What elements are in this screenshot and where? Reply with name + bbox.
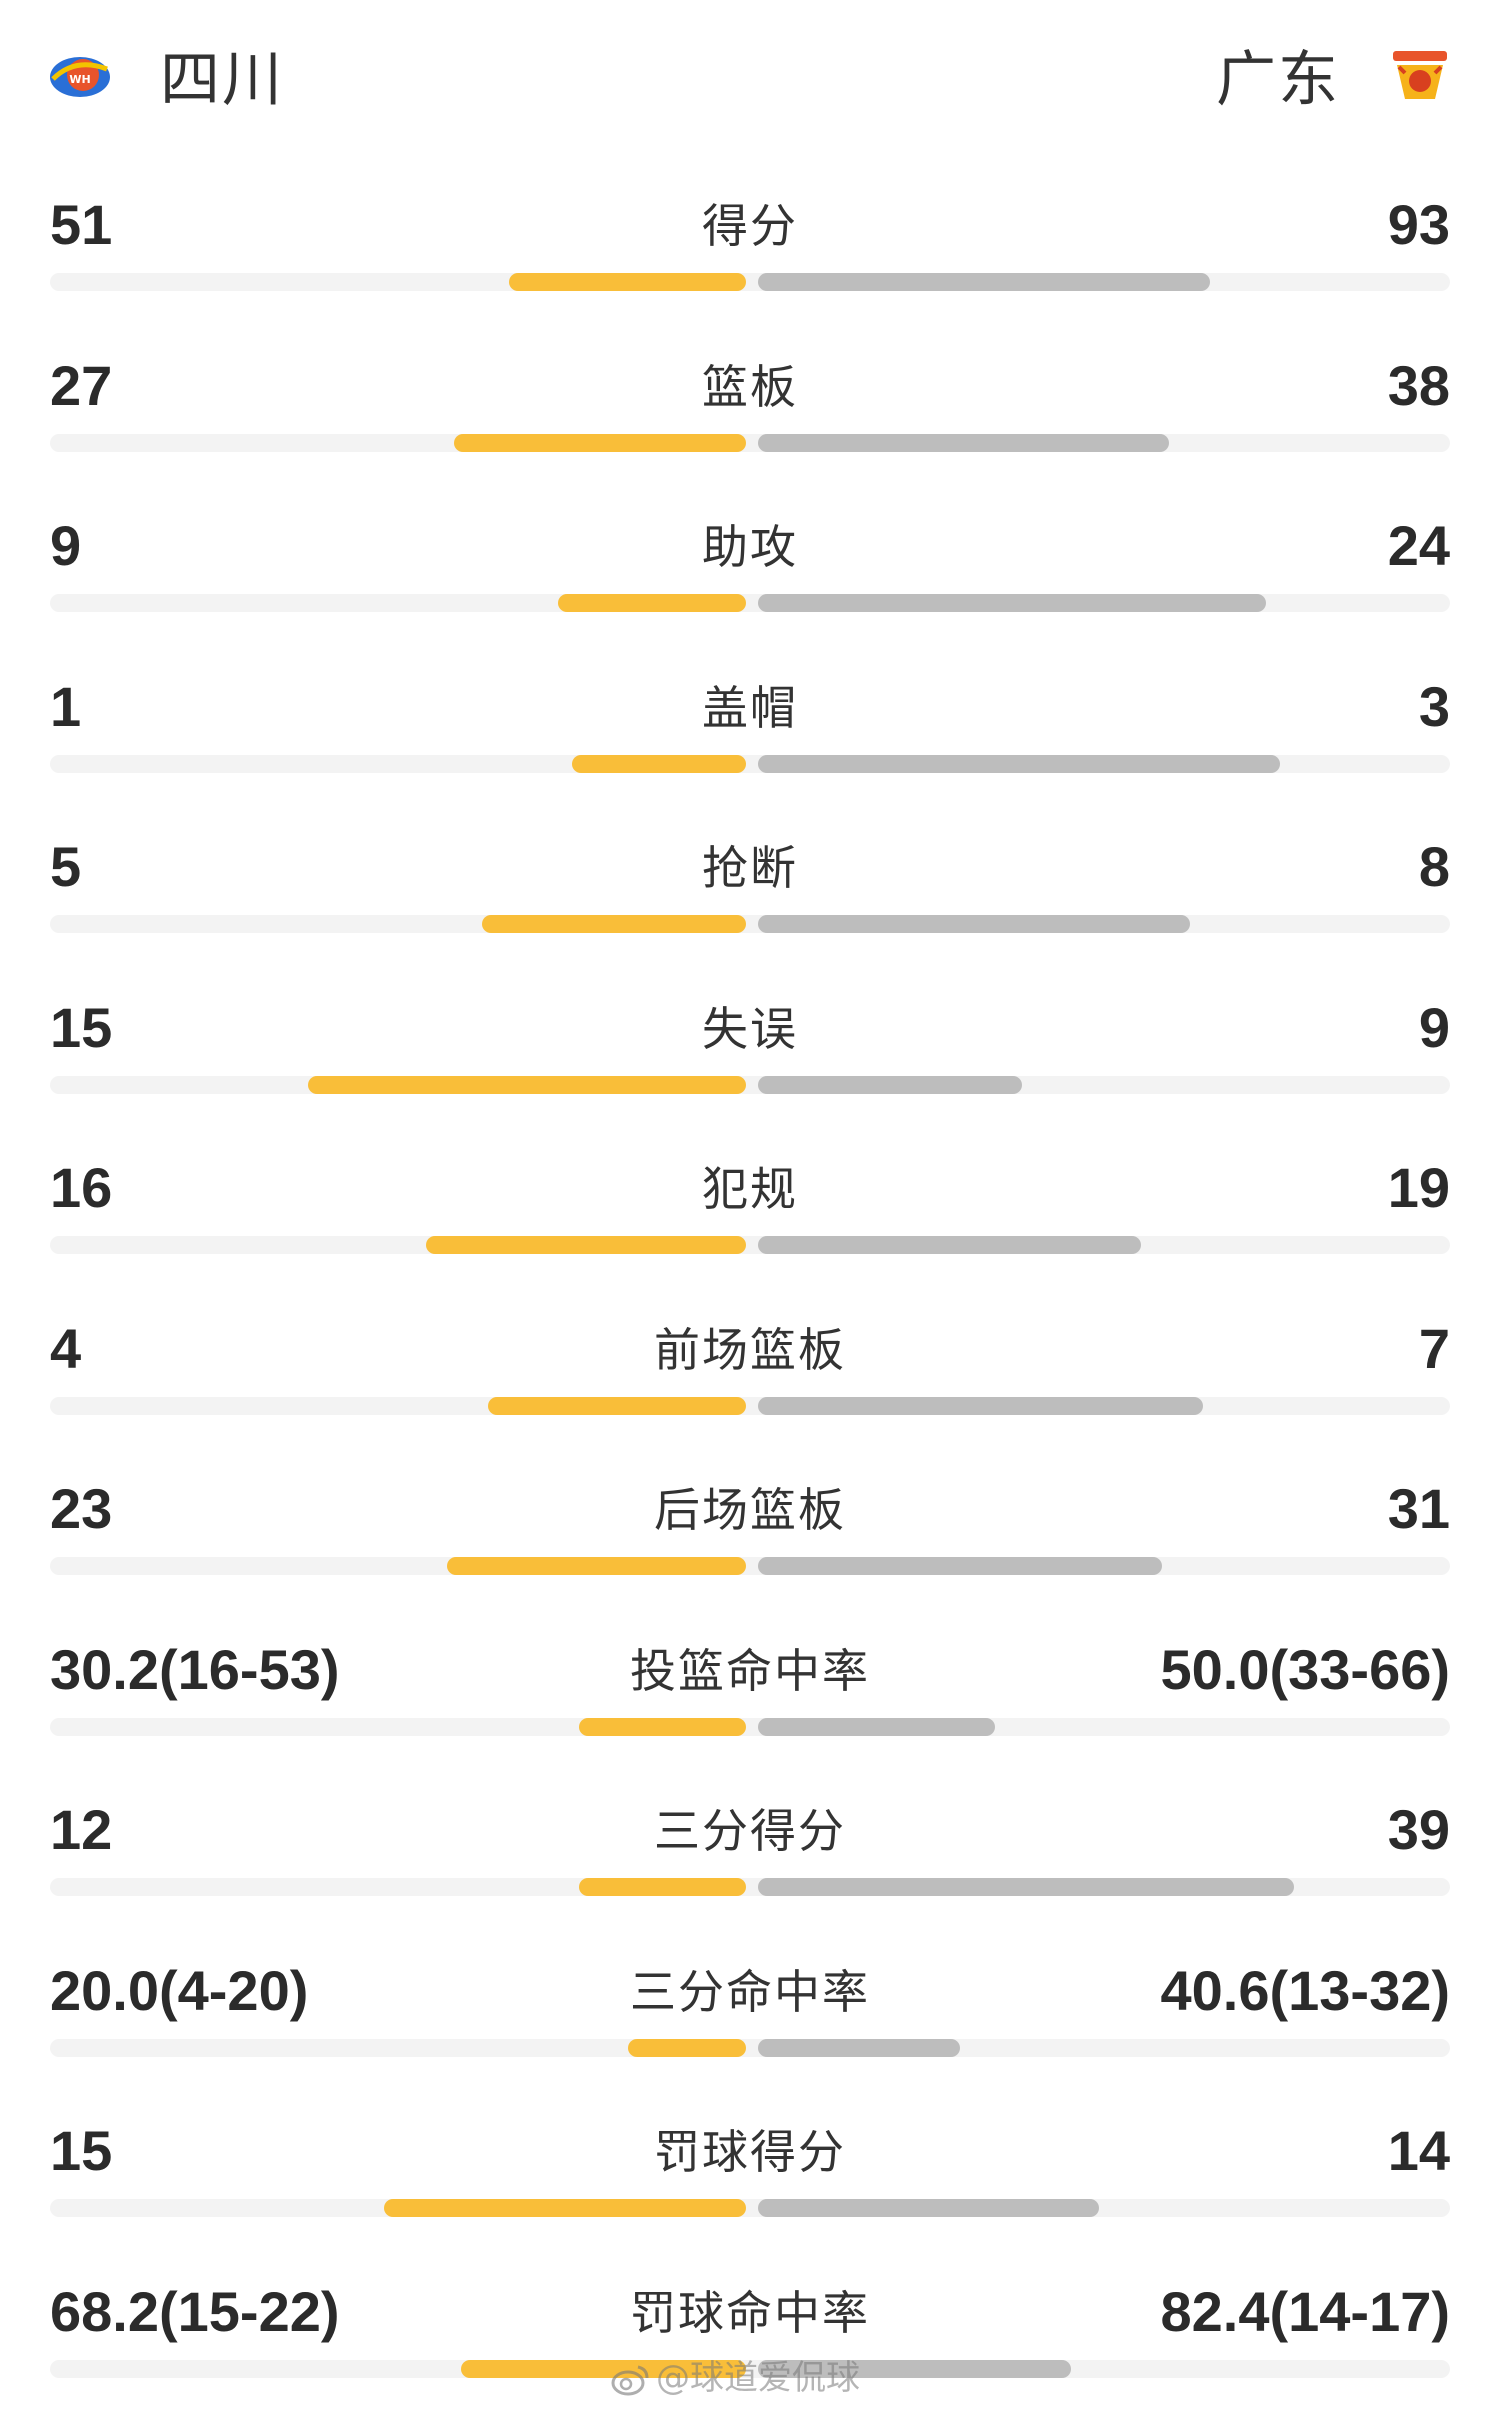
home-bar — [426, 1236, 746, 1254]
bar-track — [50, 2039, 1450, 2057]
home-bar — [579, 1718, 746, 1736]
stat-label: 篮板 — [0, 355, 1500, 419]
bar-track — [50, 273, 1450, 291]
sichuan-logo: WH — [45, 45, 115, 105]
watermark-text: @球道爱侃球 — [656, 2358, 860, 2398]
home-team-name: 四川 — [160, 40, 284, 120]
away-bar — [758, 1557, 1162, 1575]
away-value: 82.4(14-17) — [1160, 2277, 1450, 2347]
home-bar — [447, 1557, 746, 1575]
away-value: 8 — [1419, 832, 1450, 902]
away-bar — [758, 594, 1266, 612]
stat-label: 后场篮板 — [0, 1478, 1500, 1542]
stat-label: 得分 — [0, 194, 1500, 258]
home-bar — [509, 273, 746, 291]
away-bar — [758, 1076, 1022, 1094]
away-bar — [758, 2039, 960, 2057]
away-value: 93 — [1388, 190, 1450, 260]
home-bar — [454, 434, 746, 452]
bar-track — [50, 1076, 1450, 1094]
bar-track — [50, 1718, 1450, 1736]
away-bar — [758, 273, 1210, 291]
away-bar — [758, 434, 1169, 452]
away-value: 14 — [1388, 2116, 1450, 2186]
away-bar — [758, 915, 1190, 933]
away-value: 9 — [1419, 993, 1450, 1063]
bar-track — [50, 434, 1450, 452]
home-bar — [308, 1076, 746, 1094]
home-bar — [558, 594, 746, 612]
stat-label: 前场篮板 — [0, 1318, 1500, 1382]
bar-track — [50, 915, 1450, 933]
away-value: 19 — [1388, 1153, 1450, 1223]
away-value: 24 — [1388, 511, 1450, 581]
bar-track — [50, 2199, 1450, 2217]
bar-track — [50, 1557, 1450, 1575]
stat-label: 盖帽 — [0, 676, 1500, 740]
away-value: 50.0(33-66) — [1160, 1635, 1450, 1705]
bar-track — [50, 1236, 1450, 1254]
away-bar — [758, 1397, 1203, 1415]
home-bar — [482, 915, 746, 933]
away-bar — [758, 1878, 1294, 1896]
stat-label: 罚球得分 — [0, 2120, 1500, 2184]
away-value: 7 — [1419, 1314, 1450, 1384]
away-bar — [758, 755, 1280, 773]
home-bar — [488, 1397, 746, 1415]
away-value: 31 — [1388, 1474, 1450, 1544]
stat-label: 三分得分 — [0, 1799, 1500, 1863]
away-bar — [758, 1718, 995, 1736]
header: WH 四川 广东 — [0, 0, 1500, 150]
weibo-icon — [610, 2363, 650, 2397]
home-bar — [572, 755, 746, 773]
home-bar — [384, 2199, 746, 2217]
guangdong-logo — [1385, 45, 1455, 105]
away-value: 39 — [1388, 1795, 1450, 1865]
stat-label: 失误 — [0, 997, 1500, 1061]
home-bar — [579, 1878, 746, 1896]
away-bar — [758, 1236, 1141, 1254]
away-bar — [758, 2199, 1099, 2217]
watermark: @球道爱侃球 — [610, 2350, 860, 2399]
away-value: 3 — [1419, 672, 1450, 742]
away-team-name: 广东 — [1216, 40, 1340, 120]
stat-label: 犯规 — [0, 1157, 1500, 1221]
stat-label: 抢断 — [0, 836, 1500, 900]
stat-label: 助攻 — [0, 515, 1500, 579]
away-value: 40.6(13-32) — [1160, 1956, 1450, 2026]
svg-text:WH: WH — [69, 73, 90, 86]
bar-track — [50, 1397, 1450, 1415]
home-bar — [628, 2039, 746, 2057]
away-value: 38 — [1388, 351, 1450, 421]
